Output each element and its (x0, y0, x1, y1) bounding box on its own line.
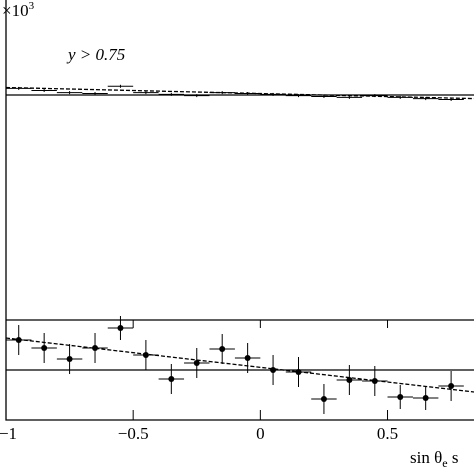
point (244, 355, 251, 361)
point (117, 325, 124, 331)
point (193, 360, 200, 366)
point (142, 352, 149, 358)
point (41, 345, 48, 351)
point (371, 378, 378, 384)
multiplier: ×103 (2, 0, 35, 20)
fit-dashed (5, 337, 474, 393)
point (219, 346, 226, 352)
point (270, 367, 277, 373)
x-tick-label: −0.5 (118, 424, 149, 443)
point (92, 345, 99, 351)
point (15, 337, 22, 343)
point (448, 383, 455, 389)
point (422, 395, 429, 401)
point (168, 376, 175, 382)
point (66, 356, 73, 362)
x-tick-label: 0 (256, 424, 265, 443)
annotation: y > 0.75 (66, 45, 125, 64)
x-tick-label: −1 (0, 424, 17, 443)
point (397, 394, 404, 400)
point (320, 396, 327, 402)
point (295, 369, 302, 375)
x-tick-label: 0.5 (377, 424, 398, 443)
point (346, 377, 353, 383)
x-axis-label: sin θe s (410, 448, 458, 470)
